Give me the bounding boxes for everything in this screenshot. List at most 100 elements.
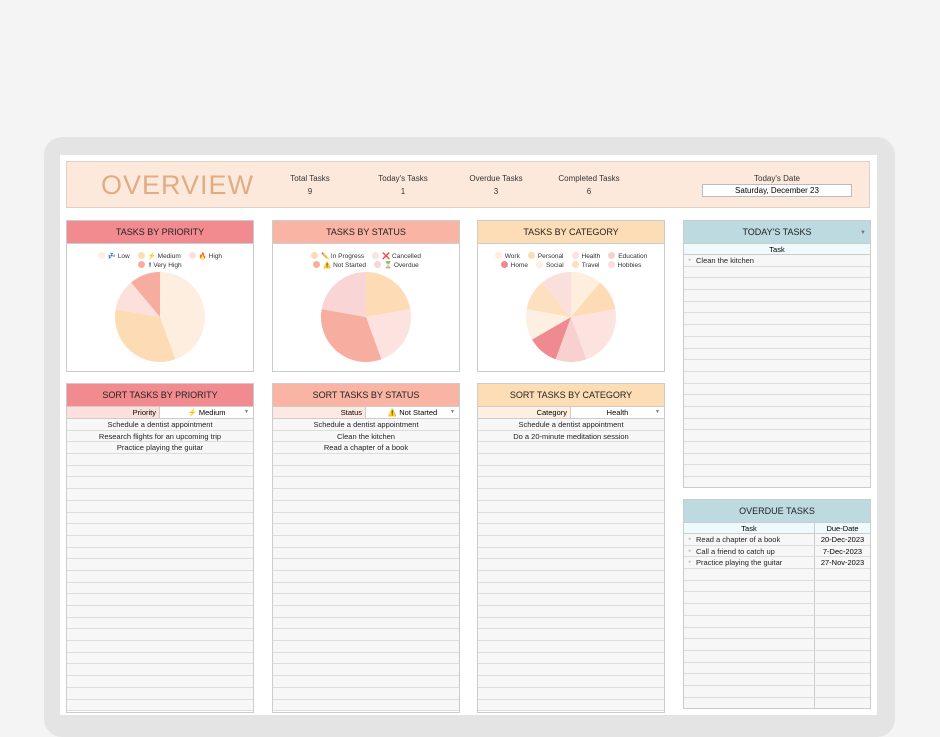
panel-header: SORT TASKS BY PRIORITY [67, 384, 253, 407]
pie-slice [366, 309, 411, 360]
empty-row [273, 629, 459, 642]
empty-row [684, 453, 870, 466]
empty-row [478, 687, 664, 700]
empty-row [67, 606, 253, 618]
empty-row [67, 594, 253, 606]
task-row: Schedule a dentist appointment [478, 419, 664, 431]
empty-row [67, 524, 253, 536]
pie-chart [526, 272, 616, 362]
sort-panel: SORT TASKS BY PRIORITY Priority ⚡ Medium ▼… [66, 383, 254, 713]
empty-row [478, 535, 664, 548]
empty-row [684, 639, 870, 651]
overview-header: OVERVIEW Total Tasks 9 Today's Tasks 1 Ove… [66, 161, 870, 208]
empty-row [273, 582, 459, 595]
empty-row [684, 313, 870, 326]
chart-legend: 💤 Low ⚡ Medium 🔥 High ‼ Very High [67, 252, 253, 270]
overdue-row: ▸ Practice playing the guitar 27-Nov-2023 [684, 557, 870, 570]
empty-row [67, 617, 253, 630]
empty-row [478, 477, 664, 490]
pie-slice [366, 272, 411, 317]
legend-item: ✏️ In Progress [311, 252, 364, 260]
legend-item: Work [494, 252, 520, 260]
overdue-row: ▸ Read a chapter of a book 20-Dec-2023 [684, 534, 870, 546]
empty-row [273, 454, 459, 466]
filter-dropdown[interactable]: ⚡ Medium ▼ [160, 407, 253, 418]
empty-row [273, 664, 459, 677]
chart-panel: TASKS BY STATUS ✏️ In Progress ❌ Cancelled… [272, 220, 460, 372]
bullet-icon: ▸ [688, 536, 692, 542]
empty-row [273, 500, 459, 513]
empty-row [273, 699, 459, 712]
task-row: Clean the kitchen [273, 430, 459, 443]
empty-row [684, 301, 870, 314]
empty-row [273, 559, 459, 571]
legend-swatch [137, 252, 145, 259]
empty-row [67, 500, 253, 513]
task-row: ▸ Clean the kitchen [684, 255, 870, 267]
stat-total-tasks: Total Tasks 9 [290, 174, 330, 196]
empty-row [67, 629, 253, 642]
legend-swatch [97, 252, 105, 259]
filter-label: Priority [67, 407, 160, 418]
chart-panel: TASKS BY PRIORITY 💤 Low ⚡ Medium 🔥 High ‼ Ve… [66, 220, 254, 372]
empty-row [67, 699, 253, 712]
empty-row [67, 559, 253, 571]
empty-row [684, 604, 870, 616]
legend-swatch [313, 261, 321, 268]
column-header-due-date: Due-Date [814, 523, 870, 533]
legend-swatch [608, 252, 616, 259]
dropdown-caret-icon: ▼ [655, 409, 660, 415]
filter-dropdown[interactable]: Health ▼ [571, 407, 664, 418]
empty-row [478, 559, 664, 571]
filter-label: Status [273, 407, 366, 418]
stat-completed-tasks: Completed Tasks 6 [558, 174, 620, 196]
empty-row [67, 676, 253, 688]
legend-item: 🔥 High [188, 252, 222, 260]
legend-item: Hobbies [607, 261, 641, 269]
task-row: Read a chapter of a book [273, 442, 459, 455]
dropdown-caret-icon: ▼ [244, 409, 249, 415]
pie-slice [115, 282, 160, 317]
empty-row [684, 615, 870, 628]
legend-swatch [494, 252, 502, 259]
empty-row [684, 674, 870, 686]
panel-header: TODAY'S TASKS ▼ [684, 221, 870, 244]
empty-row [684, 685, 870, 698]
dropdown-caret-icon[interactable]: ▼ [860, 230, 866, 236]
chart-legend: Work Personal Health Education Home Social Tra… [478, 252, 664, 270]
task-row: Schedule a dentist appointment [273, 419, 459, 431]
empty-row [478, 699, 664, 712]
legend-swatch [607, 261, 615, 268]
panel-header: SORT TASKS BY CATEGORY [478, 384, 664, 407]
task-row: Schedule a dentist appointment [67, 419, 253, 431]
empty-row [273, 617, 459, 630]
legend-swatch [372, 252, 380, 259]
pie-slice [115, 309, 176, 362]
empty-row [684, 266, 870, 279]
empty-row [478, 641, 664, 653]
bullet-icon: ▸ [688, 559, 692, 566]
empty-row [478, 582, 664, 595]
empty-row [478, 617, 664, 630]
empty-row [684, 465, 870, 478]
empty-row [273, 547, 459, 560]
empty-row [684, 290, 870, 302]
pie-slice [571, 272, 600, 317]
empty-row [67, 477, 253, 490]
empty-row [478, 547, 664, 560]
dropdown-caret-icon: ▼ [450, 409, 455, 415]
empty-row [684, 430, 870, 442]
legend-item: ⏳ Overdue [373, 261, 419, 269]
chart-title: TASKS BY CATEGORY [478, 221, 664, 244]
todays-date-field[interactable]: Saturday, December 23 [702, 184, 852, 197]
empty-row [478, 570, 664, 583]
empty-row [478, 489, 664, 501]
legend-item: Health [571, 252, 600, 260]
empty-row [273, 676, 459, 688]
empty-row [478, 454, 664, 466]
legend-item: 💤 Low [97, 252, 130, 260]
filter-dropdown[interactable]: ⚠️ Not Started ▼ [366, 407, 459, 418]
empty-row [684, 383, 870, 396]
pie-slice [160, 272, 206, 360]
panel-header: OVERDUE TASKS [684, 500, 870, 523]
